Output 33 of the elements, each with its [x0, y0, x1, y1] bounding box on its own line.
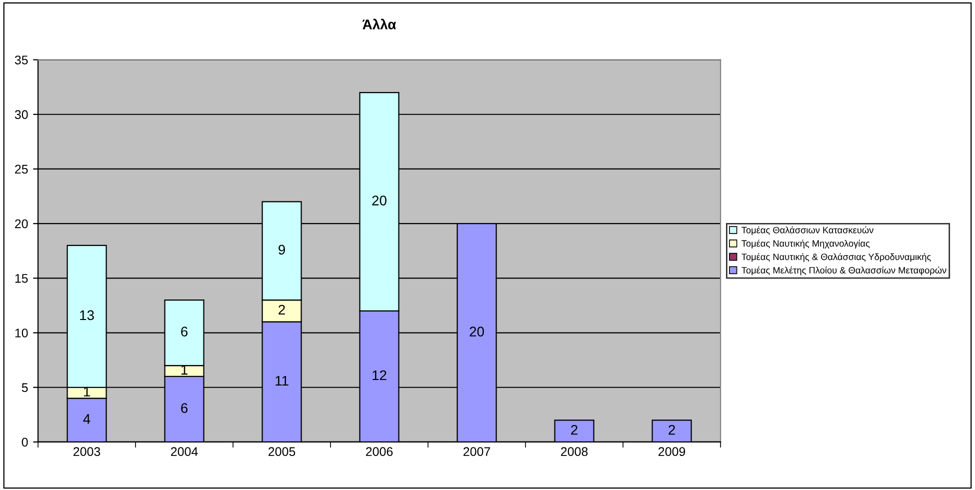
x-tick-label: 2008 [561, 447, 588, 456]
y-tick-label: 35 [14, 56, 28, 64]
y-tick-label: 25 [15, 164, 28, 174]
y-tick-label: 5 [22, 383, 28, 392]
data-label: 20 [372, 196, 386, 206]
data-label: 2 [571, 424, 578, 435]
data-label: 2 [278, 304, 285, 315]
x-tick-label: 2009 [658, 447, 686, 456]
legend-label: Τομέας Ναυτικής & Θαλάσσιας Υδροδυναμικής [742, 253, 931, 262]
legend-label: Τομέας Ναυτικής Μηχανολογίας [742, 240, 870, 249]
y-tick-label: 20 [15, 219, 28, 228]
y-tick-label: 10 [15, 328, 28, 338]
data-label: 9 [278, 244, 285, 255]
legend-label: Τομέας Θαλάσσιων Κατασκευών [742, 226, 874, 235]
x-tick-label: 2004 [171, 447, 198, 456]
data-label: 6 [181, 403, 188, 413]
data-label: 11 [276, 376, 288, 386]
x-tick-label: 2007 [464, 447, 490, 456]
data-label: 20 [470, 326, 484, 337]
data-label: 4 [83, 414, 90, 424]
x-tick-label: 2006 [366, 447, 393, 456]
data-label: 6 [181, 326, 188, 337]
y-tick-label: 15 [15, 274, 28, 283]
x-tick-label: 2003 [74, 447, 100, 456]
data-label: 1 [84, 386, 90, 396]
y-tick-label: 0 [22, 438, 28, 447]
data-label: 2 [668, 424, 675, 435]
chart-title: Άλλα [362, 18, 396, 30]
data-label: 13 [80, 310, 94, 320]
data-label: 12 [372, 370, 386, 380]
x-tick-label: 2005 [268, 447, 296, 456]
y-tick-label: 30 [14, 110, 28, 120]
legend-label: Τομέας Μελέτης Πλοίου & Θαλασσίων Μεταφορών [742, 266, 946, 276]
